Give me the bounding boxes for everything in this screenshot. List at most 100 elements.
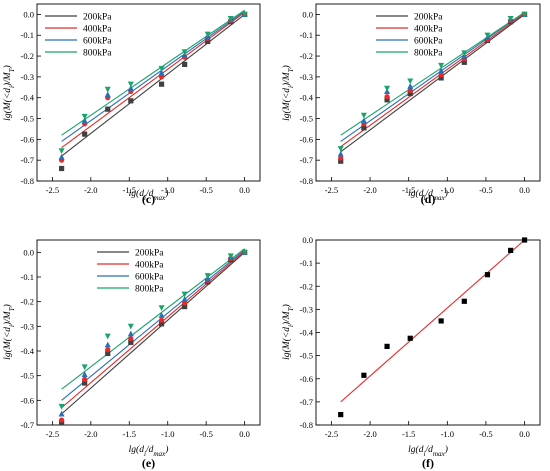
data-point (461, 50, 468, 57)
y-tick-label: -0.8 (21, 176, 34, 186)
data-point (360, 117, 367, 124)
data-point (104, 91, 111, 98)
chart-panel-1: -2.5 -2.0 -1.5 -1.0 -0.5 0.0 -0.8 -0.7 -0.6 -0.5 -… (2, 3, 261, 206)
data-point (59, 165, 65, 172)
legend-entry: 400kPa (414, 25, 443, 35)
data-point (82, 376, 88, 382)
fit-line-series (340, 239, 525, 403)
panel-label: (c) (142, 192, 155, 206)
data-point (508, 247, 514, 254)
data-point (361, 125, 367, 131)
data-point (158, 81, 165, 87)
x-tick-label: -1.0 (441, 185, 454, 195)
data-point (158, 312, 165, 318)
legend-entry: 200kPa (83, 13, 112, 23)
data-point (438, 62, 445, 69)
data-point (407, 335, 413, 341)
x-tick-label: -2.0 (363, 185, 376, 195)
fit-line-800kPa (61, 9, 245, 136)
panel-label: (d) (421, 192, 436, 206)
fit-line-200kPa (61, 251, 245, 415)
data-point (127, 323, 134, 330)
legend-entry: 600kPa (83, 37, 112, 47)
data-point (104, 341, 111, 348)
data-point (438, 75, 444, 81)
data-point (384, 85, 391, 92)
x-tick-label: 0.0 (239, 185, 250, 195)
y-tick-label: -0.4 (21, 93, 35, 103)
data-point (338, 155, 344, 161)
data-point (127, 81, 134, 88)
data-point (182, 304, 188, 310)
x-tick-label: -0.5 (199, 185, 212, 195)
y-tick-label: -0.5 (300, 351, 313, 361)
data-point (127, 85, 134, 91)
y-tick-label: -0.1 (21, 30, 34, 40)
data-point (461, 298, 467, 304)
x-tick-label: -2.5 (325, 429, 338, 439)
legend-entry: 800kPa (83, 49, 112, 59)
x-axis-title: lg(di/dmax) (129, 188, 169, 202)
data-point (384, 97, 390, 103)
y-axis-title: lg(M(<di)/MT) (2, 304, 16, 360)
y-tick-label: -0.6 (21, 134, 34, 144)
data-point (181, 291, 188, 298)
data-point (105, 347, 111, 353)
data-point (438, 67, 445, 74)
y-tick-label: -0.4 (300, 93, 314, 103)
data-point (158, 305, 165, 312)
data-point (507, 15, 514, 22)
legend-entry: 600kPa (135, 273, 164, 283)
x-tick-label: 0.0 (519, 185, 530, 195)
fit-line-400kPa (340, 12, 525, 148)
data-point (407, 78, 414, 85)
data-point (241, 11, 248, 18)
y-tick-label: -0.2 (21, 297, 34, 307)
data-point (158, 74, 165, 80)
y-tick-label: 0.0 (302, 9, 313, 19)
data-point (438, 318, 444, 324)
x-tick-label: -2.5 (325, 185, 338, 195)
legend-entry: 800kPa (135, 285, 164, 295)
y-tick-label: -0.5 (300, 114, 313, 124)
y-tick-label: -0.4 (21, 346, 35, 356)
data-point (407, 90, 413, 97)
x-tick-label: -1.0 (161, 185, 174, 195)
data-point (484, 32, 491, 39)
x-axis-title: lg(di/dmax) (408, 188, 448, 202)
legend-entry: 400kPa (83, 25, 112, 35)
y-tick-label: -0.5 (21, 371, 34, 381)
data-point (338, 158, 344, 164)
data-point (158, 69, 165, 76)
y-tick-label: -0.2 (21, 51, 34, 61)
data-point (158, 65, 165, 72)
x-tick-label: -0.5 (199, 429, 212, 439)
x-tick-label: -2.0 (84, 429, 97, 439)
data-point (181, 49, 188, 56)
x-tick-label: -0.5 (479, 185, 492, 195)
data-point (204, 273, 211, 279)
y-axis-title: lg(M(<di)/MT) (2, 65, 16, 121)
y-tick-label: -0.3 (300, 304, 313, 314)
fit-line-200kPa (340, 13, 525, 153)
x-tick-label: 0.0 (519, 429, 530, 439)
chart-panel-2: -2.5 -2.0 -1.5 -1.0 -0.5 0.0 -0.8 -0.7 -0.6 -0.5 -… (281, 3, 541, 206)
chart-panel-4: -2.5 -2.0 -1.5 -1.0 -0.5 0.0 -0.8 -0.7 -0.6 -0.5 -… (281, 235, 541, 470)
fit-line-600kPa (61, 10, 245, 142)
y-axis-title: lg(M(<di)/MT) (281, 304, 295, 360)
plot-frame (36, 3, 261, 182)
x-tick-label: -1.5 (402, 429, 415, 439)
data-point (105, 106, 111, 112)
x-tick-label: -2.5 (46, 429, 59, 439)
data-point (158, 321, 165, 327)
data-point (58, 153, 65, 160)
data-point (81, 117, 88, 124)
x-tick-label: -1.5 (402, 185, 415, 195)
data-point (128, 339, 134, 345)
data-point (205, 38, 211, 45)
data-point (337, 146, 344, 152)
data-point (461, 59, 467, 65)
y-tick-label: 0.0 (23, 247, 34, 257)
data-point (81, 364, 88, 371)
chart-panel-3: -2.5 -2.0 -1.5 -1.0 -0.5 0.0 -0.7 -0.6 -0.5 -0.4 -… (2, 239, 261, 470)
